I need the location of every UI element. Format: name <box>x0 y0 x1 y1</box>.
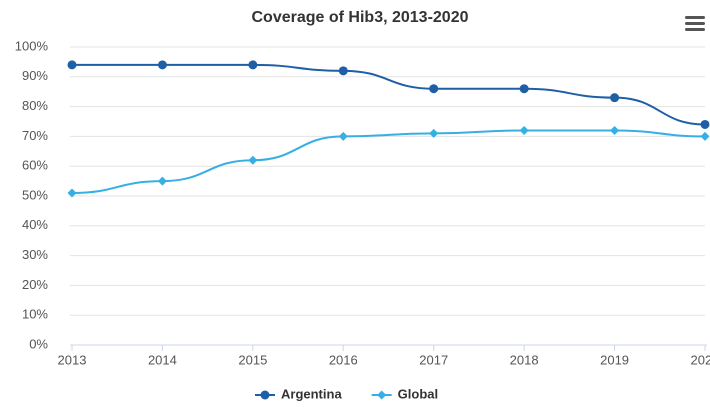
y-tick-label: 30% <box>22 247 48 262</box>
legend-marker <box>260 390 270 400</box>
point <box>519 125 529 135</box>
point <box>519 84 529 94</box>
x-tick-label: 2015 <box>238 352 267 367</box>
x-tick-label: 2017 <box>419 352 448 367</box>
menu-bar[interactable] <box>685 16 705 19</box>
y-tick-label: 10% <box>22 307 48 322</box>
point <box>610 125 620 135</box>
point <box>67 188 77 198</box>
point <box>157 60 167 70</box>
series-line <box>71 63 706 126</box>
y-tick-label: 70% <box>22 128 48 143</box>
y-tick-label: 20% <box>22 277 48 292</box>
y-tick-label: 40% <box>22 217 48 232</box>
point <box>67 60 77 70</box>
y-tick-label: 80% <box>22 98 48 113</box>
legend-label: Global <box>398 386 438 401</box>
point <box>338 131 348 141</box>
point <box>248 60 258 70</box>
menu-icon[interactable] <box>685 16 705 31</box>
point <box>700 119 710 129</box>
x-tick-label: 2014 <box>148 352 177 367</box>
series-line <box>71 129 706 195</box>
x-tick-label: 2013 <box>58 352 87 367</box>
point <box>700 131 710 141</box>
point <box>338 66 348 76</box>
x-tick-label: 2016 <box>329 352 358 367</box>
menu-bar[interactable] <box>685 28 705 31</box>
point <box>248 155 258 165</box>
point <box>157 176 167 186</box>
y-tick-label: 50% <box>22 187 48 202</box>
point <box>429 128 439 138</box>
legend-marker <box>377 390 387 400</box>
menu-bar[interactable] <box>685 22 705 25</box>
y-tick-label: 100% <box>15 38 49 53</box>
x-tick-label: 2018 <box>510 352 539 367</box>
x-tick-label: 2019 <box>600 352 629 367</box>
y-tick-label: 60% <box>22 158 48 173</box>
chart-title: Coverage of Hib3, 2013-2020 <box>252 9 469 26</box>
point <box>610 93 620 103</box>
legend-label: Argentina <box>281 386 342 401</box>
y-tick-label: 0% <box>29 336 48 351</box>
y-tick-label: 90% <box>22 68 48 83</box>
point <box>429 84 439 94</box>
x-tick-label: 2020 <box>691 352 710 367</box>
